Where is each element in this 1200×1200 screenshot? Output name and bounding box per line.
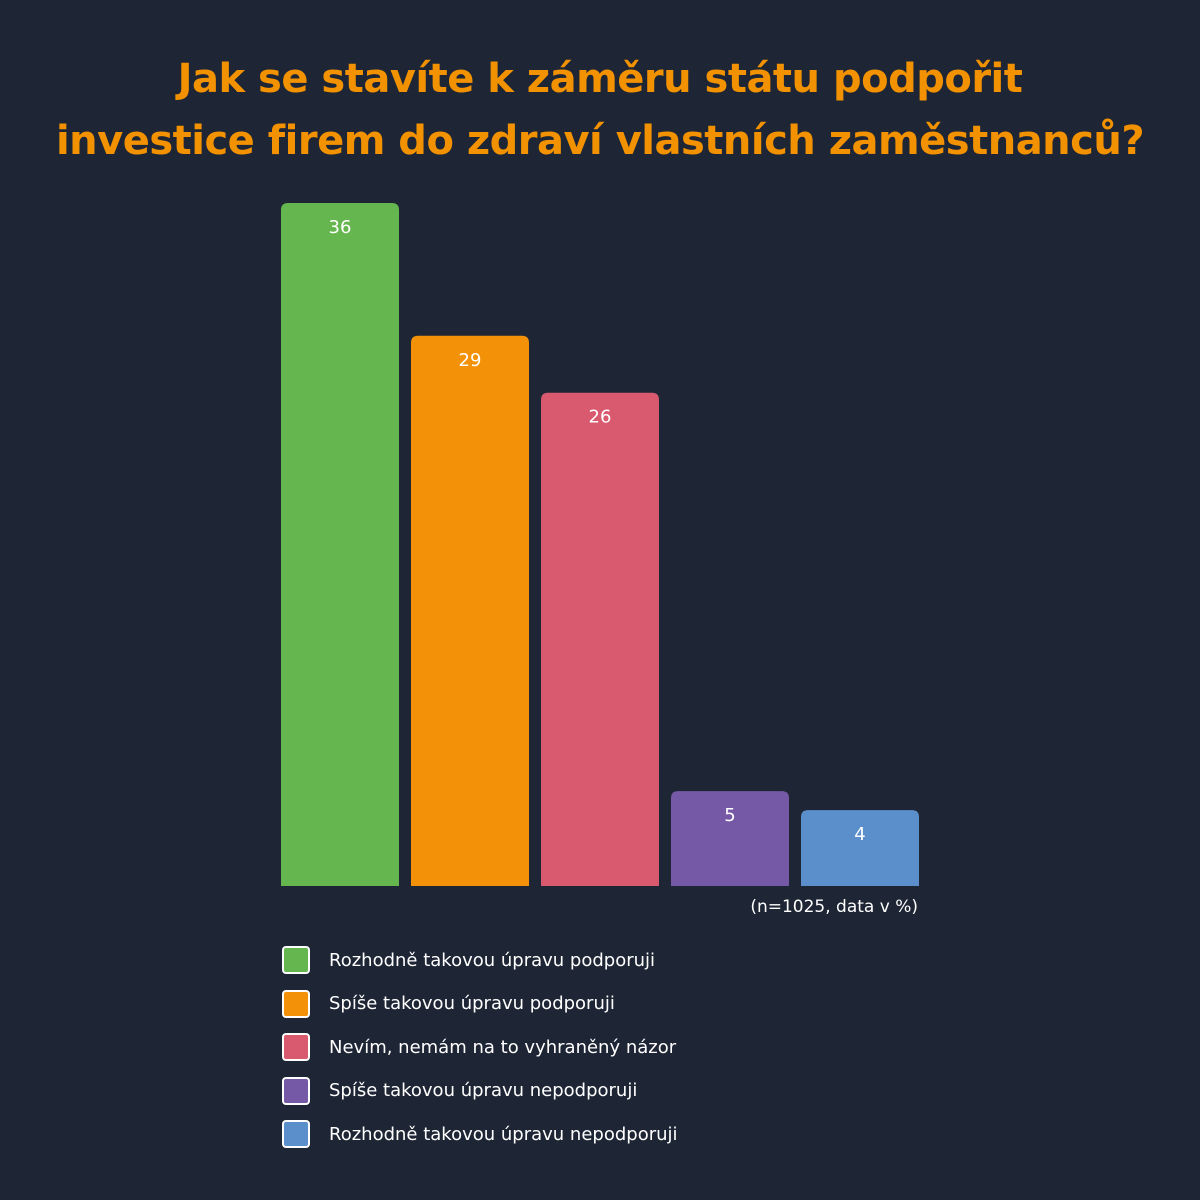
legend-item-5: Rozhodně takovou úpravu nepodporuji (282, 1118, 678, 1150)
legend-swatch (282, 1120, 310, 1148)
data-label-4: 5 (724, 805, 735, 826)
bar-1 (281, 203, 399, 886)
bar-3 (541, 392, 659, 886)
bar-5 (801, 810, 919, 886)
legend-item-4: Spíše takovou úpravu nepodporuji (282, 1075, 678, 1107)
sample-note: (n=1025, data v %) (750, 897, 918, 917)
legend-item-2: Spíše takovou úpravu podporuji (282, 988, 678, 1020)
data-label-2: 29 (459, 350, 482, 371)
legend-label: Spíše takovou úpravu nepodporuji (329, 1080, 638, 1101)
data-label-3: 26 (589, 407, 612, 428)
legend-item-1: Rozhodně takovou úpravu podporuji (282, 944, 678, 976)
chart-title: Jak se stavíte k záměru státu podpořit i… (0, 48, 1200, 172)
data-label-1: 36 (329, 217, 352, 238)
legend-swatch (282, 946, 310, 974)
legend-label: Nevím, nemám na to vyhraněný názor (329, 1036, 677, 1058)
legend-label: Rozhodně takovou úpravu nepodporuji (329, 1123, 678, 1145)
bar-chart: 36 29 26 5 4 (281, 203, 919, 886)
chart-title-line-1: Jak se stavíte k záměru státu podpořit (177, 56, 1023, 102)
chart-title-line-2: investice firem do zdraví vlastních zamě… (55, 118, 1145, 164)
legend-label: Spíše takovou úpravu podporuji (329, 993, 615, 1014)
legend-swatch (282, 1076, 310, 1105)
legend-swatch (282, 1033, 310, 1061)
legend-item-3: Nevím, nemám na to vyhraněný názor (282, 1031, 678, 1063)
legend-swatch (282, 989, 310, 1018)
legend-label: Rozhodně takovou úpravu podporuji (329, 949, 656, 971)
bar-4 (671, 791, 789, 886)
bar-2 (411, 335, 529, 886)
data-label-5: 4 (854, 824, 865, 845)
chart-legend: Rozhodně takovou úpravu podporuji Spíše t… (282, 944, 678, 1162)
